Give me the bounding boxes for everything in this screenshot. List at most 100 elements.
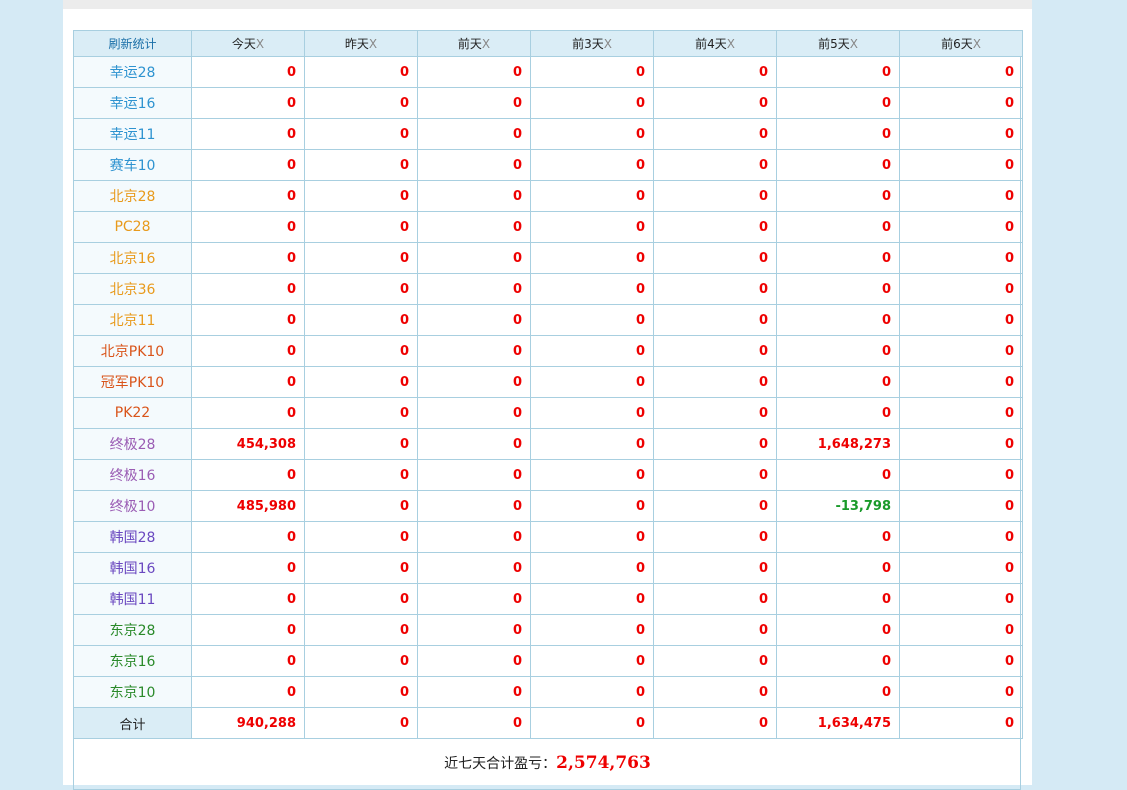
summary-value: 2,574,763 [556,753,651,773]
day-value: 0 [776,87,900,119]
day-value: 0 [776,459,900,491]
day-value: 0 [899,459,1023,491]
day-value: 0 [304,211,418,243]
day-value: 0 [653,87,777,119]
day-value: 0 [191,366,305,398]
day-value: 0 [417,149,531,181]
stats-table: 刷新统计 今天X 昨天X 前天X 前3天X 前4天X 前5天X 前6天X 幸运28 0 0 0 0 0… [73,30,1023,739]
day-value: 0 [191,56,305,88]
game-name: 幸运16 [73,87,192,119]
day-value: 0 [417,87,531,119]
day-value: 0 [776,118,900,150]
day-value: 1,648,273 [776,428,900,460]
day-value: 0 [776,211,900,243]
column-header-day-6: 前6天X [899,30,1023,57]
table-row: 幸运11 0 0 0 0 0 0 0 [73,118,1023,150]
day-value: 0 [191,242,305,274]
day-value: 0 [530,614,654,646]
seven-day-summary: 近七天合计盈亏：2,574,763 [63,753,1032,773]
day-value: 0 [530,552,654,584]
game-name: 赛车10 [73,149,192,181]
table-row: 幸运28 0 0 0 0 0 0 0 [73,56,1023,88]
day-value: 0 [417,118,531,150]
column-header-day-0: 今天X [191,30,305,57]
table-row: PK22 0 0 0 0 0 0 0 [73,397,1023,429]
day-value: 0 [417,490,531,522]
day-value: 0 [899,366,1023,398]
day-value: 0 [653,397,777,429]
day-label: 前5天 [818,37,850,51]
day-value: 0 [653,56,777,88]
clear-column-button[interactable]: X [849,37,858,51]
top-bar [63,0,1032,9]
day-value: 0 [304,397,418,429]
table-row: 韩国28 0 0 0 0 0 0 0 [73,521,1023,553]
clear-column-button[interactable]: X [255,37,265,51]
day-value: 0 [899,304,1023,336]
refresh-stats-link[interactable]: 刷新统计 [73,30,192,57]
day-value: 0 [304,459,418,491]
game-name: 东京10 [73,676,192,708]
day-value: 0 [530,56,654,88]
day-value: 0 [899,149,1023,181]
clear-column-button[interactable]: X [603,37,612,51]
day-value: 0 [776,645,900,677]
day-value: 0 [899,335,1023,367]
game-name: 合计 [73,707,192,739]
day-value: 0 [530,521,654,553]
column-header-day-1: 昨天X [304,30,418,57]
table-row: 幸运16 0 0 0 0 0 0 0 [73,87,1023,119]
clear-column-button[interactable]: X [726,37,735,51]
day-value: 0 [899,397,1023,429]
game-name: 北京11 [73,304,192,336]
day-value: 485,980 [191,490,305,522]
day-value: 0 [417,521,531,553]
game-name: 韩国28 [73,521,192,553]
day-value: 0 [899,583,1023,615]
day-value: 0 [417,552,531,584]
day-value: 0 [530,707,654,739]
day-value: 0 [899,707,1023,739]
day-value: 0 [653,707,777,739]
day-value: 0 [417,614,531,646]
day-value: 0 [417,428,531,460]
day-value: 0 [304,614,418,646]
day-value: 0 [776,583,900,615]
clear-column-button[interactable]: X [481,37,491,51]
day-value: 0 [417,180,531,212]
table-row: 东京28 0 0 0 0 0 0 0 [73,614,1023,646]
day-value: 0 [653,335,777,367]
day-value: 0 [530,180,654,212]
day-value: 0 [899,614,1023,646]
table-row: 终极28 454,308 0 0 0 0 1,648,273 0 [73,428,1023,460]
day-value: 0 [417,583,531,615]
clear-column-button[interactable]: X [368,37,378,51]
day-value: 0 [191,583,305,615]
table-row: 北京11 0 0 0 0 0 0 0 [73,304,1023,336]
day-value: 0 [653,149,777,181]
day-value: 0 [304,707,418,739]
day-value: 0 [417,56,531,88]
day-value: 0 [304,490,418,522]
day-value: 0 [530,118,654,150]
game-name: 北京16 [73,242,192,274]
day-value: 0 [899,428,1023,460]
clear-column-button[interactable]: X [972,37,981,51]
column-header-day-5: 前5天X [776,30,900,57]
day-value: 0 [530,428,654,460]
day-value: 0 [653,676,777,708]
game-name: PK22 [73,397,192,429]
day-value: 0 [899,87,1023,119]
day-value: 0 [304,366,418,398]
day-value: 0 [776,614,900,646]
day-value: 0 [653,242,777,274]
day-value: 0 [304,676,418,708]
day-value: 0 [530,490,654,522]
content-panel: 刷新统计 今天X 昨天X 前天X 前3天X 前4天X 前5天X 前6天X 幸运28 0 0 0 0 0… [63,0,1032,790]
day-value: 0 [304,428,418,460]
day-value: 0 [191,335,305,367]
table-row: 北京16 0 0 0 0 0 0 0 [73,242,1023,274]
table-row: 北京28 0 0 0 0 0 0 0 [73,180,1023,212]
day-value: 0 [776,242,900,274]
day-value: 0 [653,211,777,243]
